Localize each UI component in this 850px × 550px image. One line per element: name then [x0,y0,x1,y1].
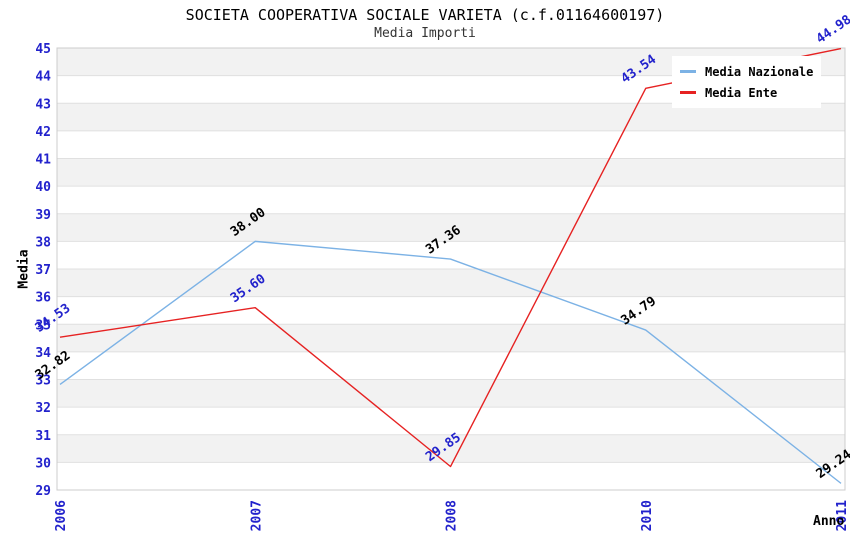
y-axis-title: Media [16,249,32,289]
x-tick-label: 2006 [54,500,69,531]
x-tick-label: 2008 [445,500,460,531]
chart-subtitle: Media Importi [374,26,476,41]
y-tick-label: 34 [35,346,51,361]
x-axis-title: Anno [813,514,845,529]
legend-item-media-nazionale: Media Nazionale [680,61,813,82]
series-line-media-nazionale [59,240,842,484]
y-tick-label: 38 [35,235,51,250]
plot-band [57,351,845,380]
data-point-label: 44.98 [814,12,850,47]
legend-label-media-nazionale: Media Nazionale [705,64,814,79]
plot-band [57,324,845,352]
legend-swatch-media-ente-icon [680,91,696,94]
plot-band [57,158,845,187]
y-tick-label: 40 [35,180,51,195]
x-tick-label: 2007 [249,500,264,531]
y-tick-label: 35 [35,318,51,333]
plot-band [57,241,845,269]
legend-swatch-media-nazionale-icon [680,70,696,73]
y-tick-label: 42 [35,125,51,140]
x-tick-label: 2011 [835,500,850,531]
y-tick-label: 44 [35,70,51,85]
y-tick-label: 31 [35,429,51,444]
plot-band [57,296,845,325]
plot-band [57,130,845,159]
legend-label-media-ente: Media Ente [705,85,778,100]
plot-band [57,213,845,242]
y-tick-label: 37 [35,263,51,278]
plot-band [57,269,845,297]
plot-band [57,434,845,463]
y-tick-label: 29 [35,484,51,499]
y-tick-label: 43 [35,97,51,112]
y-tick-label: 30 [35,456,51,471]
y-tick-label: 45 [35,42,51,57]
y-tick-label: 36 [35,291,51,306]
plot-band [57,407,845,435]
x-tick-label: 2010 [640,500,655,531]
plot-border [56,47,846,491]
chart-title: SOCIETA COOPERATIVA SOCIALE VARIETA (c.f… [185,6,665,24]
legend: Media Nazionale Media Ente [672,56,822,108]
y-tick-label: 33 [35,374,51,389]
y-tick-label: 32 [35,401,51,416]
plot-band [57,186,845,214]
y-tick-label: 41 [35,153,51,168]
y-tick-label: 39 [35,208,51,223]
legend-item-media-ente: Media Ente [680,82,813,103]
